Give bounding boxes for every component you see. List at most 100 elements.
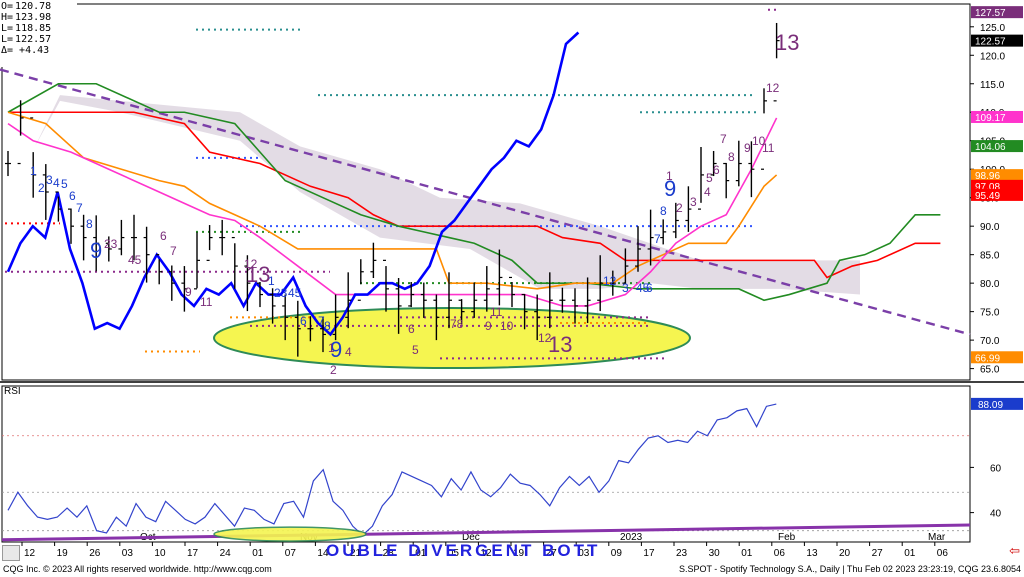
x-tick-label: 14 [317,548,329,559]
ohlc-open: O= 120.78 [1,1,52,12]
count-label: 8 [728,150,735,164]
y-tick-label: 70.0 [980,336,1000,347]
x-tick-label: 01 [252,548,264,559]
x-tick-label: 03 [122,548,134,559]
price-tag-label: 98.96 [975,171,1000,182]
x-tick-label: 03 [578,548,590,559]
count-label: 7 [720,132,727,146]
count-label: 2 [330,363,337,377]
count-label: 9 [485,319,492,333]
x-tick-label: 21 [350,548,362,559]
count-label: 13 [246,262,270,287]
y-tick-label: 80.0 [980,279,1000,290]
count-label: 11 [200,295,213,309]
price-tag [971,188,1023,201]
x-tick-label: 28 [383,548,395,559]
count-label: 23 [274,286,288,300]
count-label: 2 [38,181,45,195]
y-tick-label: 115.0 [980,80,1005,91]
x-tick-label: 05 [448,548,460,559]
count-label: 23 [104,237,118,251]
count-label: 6 [160,229,167,243]
price-tag-label: 109.17 [975,113,1006,124]
x-tick-label: 06 [774,548,786,559]
x-tick-label: 06 [937,548,949,559]
ohlc-low: L= 118.85 [1,23,52,34]
rsi-trendline [1,523,971,542]
count-label: 12 [603,274,617,288]
count-label: 7 [654,232,661,246]
count-label: 3 [690,195,697,209]
rsi-panel [1,385,971,543]
count-label: 78 [450,317,464,331]
count-label: 45 [636,281,650,295]
y-tick-label: 90.0 [980,222,1000,233]
price-tag-label: 97.08 [975,182,1000,193]
count-label: 6 [300,314,307,328]
count-label: 1 [30,164,37,178]
count-label: 6 [713,163,720,177]
month-label: Dec [462,532,480,543]
y-tick-label: 65.0 [980,365,1000,376]
x-tick-label: 01 [904,548,916,559]
price-tag-label: 104.06 [975,142,1006,153]
symbol-info: S.SPOT - Spotify Technology S.A., Daily … [678,564,1021,574]
count-label: 12 [538,331,552,345]
y-tick-label: 125.0 [980,23,1005,34]
ohlc-last: L= 122.57 [1,34,52,45]
month-label: 2023 [620,532,643,543]
rsi-line [7,403,777,537]
count-label: 6 [69,189,76,203]
x-tick-label: 20 [839,548,851,559]
scroll-button[interactable] [2,545,20,561]
x-tick-label: 01 [741,548,753,559]
arrow-left-icon[interactable]: ⇦ [1009,543,1020,558]
y-tick-label: 85.0 [980,251,1000,262]
count-label: 12 [766,81,780,95]
count-label: 1 [666,169,673,183]
count-label: 9 [744,141,751,155]
divergence-text: OUBLE DIVERGENT BOTT [326,541,600,560]
rsi-highlight-ellipse [213,526,367,542]
footer: CQG Inc. © 2023 All rights reserved worl… [0,561,1024,577]
count-label: 4 [53,176,60,190]
price-tag [971,140,1023,153]
count-label: 12 [244,257,258,271]
x-tick-label: 17 [187,548,199,559]
ohlc-box: O= 120.78 H= 123.98 L= 118.85 L= 122.57 Δ= +4… [1,1,77,67]
x-tick-label: 26 [89,548,101,559]
count-label: 9 [664,176,676,201]
ohlc-change: Δ= +4.43 [1,45,50,56]
count-label: 9 [185,285,192,299]
count-label: 7 [170,244,177,258]
count-label: 4 [704,185,711,199]
series-tenkan [8,111,941,279]
count-label: 8 [324,319,331,333]
x-tick-label: 27 [546,548,558,559]
rsi-value-tag [971,397,1023,410]
price-tag-label: 127.57 [975,8,1006,19]
month-label: Feb [778,532,796,543]
x-tick-label: 13 [806,548,818,559]
series-kijun [7,82,941,302]
x-tick-label: 10 [154,548,166,559]
x-tick-label: 12 [480,548,492,559]
rsi-value-label: 88.09 [978,400,1003,411]
count-label: 1 [328,341,335,355]
count-label: 3 [46,173,53,187]
count-label: 7 [318,314,325,328]
count-label: 13 [775,30,799,55]
count-label: 1 [268,274,275,288]
x-tick-label: 01 [415,548,427,559]
x-tick-label: 24 [220,548,232,559]
count-label: 5 [412,343,419,357]
count-label: 45 [288,286,302,300]
count-label: 11 [490,305,503,319]
x-tick-label: 23 [676,548,688,559]
series-blue_line [6,31,580,337]
count-label: 6 [408,322,415,336]
y-tick-label: 120.0 [980,51,1005,62]
rsi-tick-label: 40 [990,509,1002,520]
price-tag [971,179,1023,192]
price-tag [971,34,1023,47]
